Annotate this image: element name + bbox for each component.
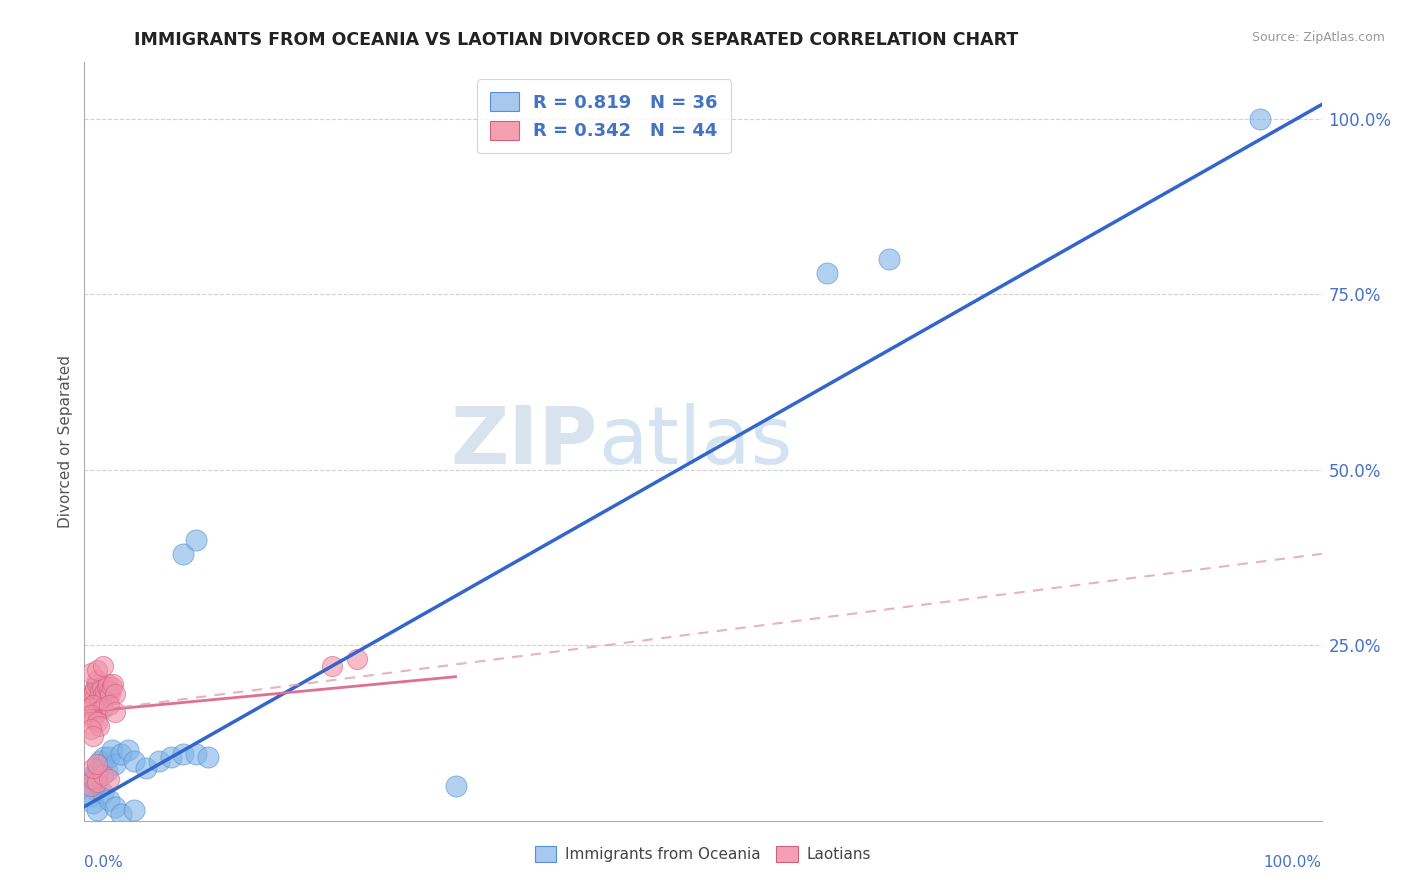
Point bbox=[172, 747, 194, 761]
Point bbox=[94, 683, 117, 698]
Point bbox=[90, 680, 112, 694]
Point bbox=[82, 761, 104, 775]
Point bbox=[101, 677, 124, 691]
Point bbox=[877, 252, 900, 266]
Point bbox=[86, 757, 108, 772]
Point bbox=[110, 747, 132, 761]
Point bbox=[86, 772, 108, 786]
Legend: R = 0.819   N = 36, R = 0.342   N = 44: R = 0.819 N = 36, R = 0.342 N = 44 bbox=[478, 79, 731, 153]
Point bbox=[79, 708, 101, 723]
Text: ZIP: ZIP bbox=[450, 402, 598, 481]
Point bbox=[86, 663, 108, 677]
Point bbox=[122, 754, 145, 768]
Point bbox=[79, 775, 101, 789]
Point bbox=[172, 547, 194, 561]
Point bbox=[93, 750, 115, 764]
Point bbox=[79, 694, 101, 708]
Point bbox=[83, 782, 105, 797]
Point bbox=[86, 677, 108, 691]
Point bbox=[86, 803, 108, 817]
Point bbox=[86, 673, 108, 688]
Point bbox=[86, 705, 108, 719]
Point bbox=[98, 772, 121, 786]
Point bbox=[96, 680, 118, 694]
Point bbox=[104, 757, 127, 772]
Point bbox=[82, 730, 104, 744]
Text: 100.0%: 100.0% bbox=[1264, 855, 1322, 870]
Point bbox=[104, 799, 127, 814]
Point bbox=[82, 768, 104, 782]
Point bbox=[148, 754, 170, 768]
Point bbox=[86, 715, 108, 730]
Point bbox=[84, 680, 107, 694]
Point bbox=[98, 698, 121, 712]
Point bbox=[91, 768, 114, 782]
Point bbox=[86, 775, 108, 789]
Point bbox=[104, 687, 127, 701]
Point bbox=[98, 683, 121, 698]
Point bbox=[184, 533, 207, 547]
Point bbox=[79, 701, 101, 715]
Point bbox=[98, 687, 121, 701]
Point bbox=[96, 764, 118, 779]
Point bbox=[321, 659, 343, 673]
Point bbox=[91, 757, 114, 772]
Point bbox=[82, 712, 104, 726]
Point bbox=[122, 803, 145, 817]
Point bbox=[89, 719, 111, 733]
Point bbox=[93, 690, 115, 705]
Point bbox=[79, 789, 101, 803]
Point bbox=[83, 683, 105, 698]
Point bbox=[82, 772, 104, 786]
Point bbox=[91, 701, 114, 715]
Point bbox=[100, 743, 122, 757]
Point bbox=[98, 792, 121, 806]
Point bbox=[98, 750, 121, 764]
Point bbox=[89, 754, 111, 768]
Point bbox=[79, 723, 101, 737]
Point bbox=[89, 761, 111, 775]
Point bbox=[815, 266, 838, 280]
Point bbox=[1249, 112, 1271, 126]
Point bbox=[184, 747, 207, 761]
Point bbox=[444, 779, 467, 793]
Point bbox=[110, 806, 132, 821]
Text: Source: ZipAtlas.com: Source: ZipAtlas.com bbox=[1251, 31, 1385, 45]
Point bbox=[82, 687, 104, 701]
Point bbox=[79, 779, 101, 793]
Y-axis label: Divorced or Separated: Divorced or Separated bbox=[58, 355, 73, 528]
Point bbox=[80, 690, 103, 705]
Point bbox=[104, 705, 127, 719]
Point bbox=[117, 743, 139, 757]
Text: IMMIGRANTS FROM OCEANIA VS LAOTIAN DIVORCED OR SEPARATED CORRELATION CHART: IMMIGRANTS FROM OCEANIA VS LAOTIAN DIVOR… bbox=[135, 31, 1018, 49]
Point bbox=[89, 683, 111, 698]
Point bbox=[82, 796, 104, 810]
Point bbox=[135, 761, 157, 775]
Text: atlas: atlas bbox=[598, 402, 792, 481]
Point bbox=[79, 666, 101, 681]
Point bbox=[91, 687, 114, 701]
Point bbox=[86, 764, 108, 779]
Point bbox=[82, 698, 104, 712]
Point bbox=[97, 677, 120, 691]
Text: 0.0%: 0.0% bbox=[84, 855, 124, 870]
Point bbox=[160, 750, 183, 764]
Point bbox=[346, 652, 368, 666]
Point bbox=[100, 680, 122, 694]
Point bbox=[91, 659, 114, 673]
Point bbox=[197, 750, 219, 764]
Point bbox=[91, 786, 114, 800]
Point bbox=[89, 690, 111, 705]
